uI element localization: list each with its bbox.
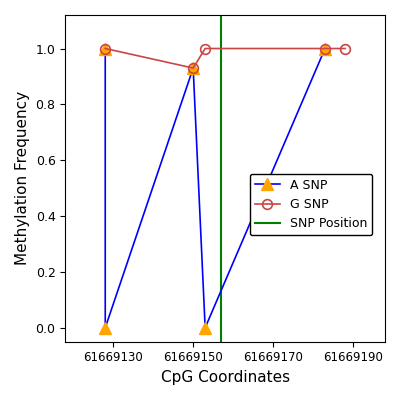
A SNP xyxy=(103,46,108,51)
Line: A SNP: A SNP xyxy=(99,42,331,334)
G SNP xyxy=(323,46,328,51)
G SNP xyxy=(191,66,196,70)
G SNP xyxy=(343,46,348,51)
G SNP xyxy=(103,46,108,51)
Y-axis label: Methylation Frequency: Methylation Frequency xyxy=(15,91,30,266)
A SNP xyxy=(191,66,196,70)
A SNP xyxy=(103,325,108,330)
Legend: A SNP, G SNP, SNP Position: A SNP, G SNP, SNP Position xyxy=(250,174,372,235)
G SNP xyxy=(203,46,208,51)
A SNP xyxy=(323,46,328,51)
Line: G SNP: G SNP xyxy=(100,44,350,73)
A SNP xyxy=(203,325,208,330)
X-axis label: CpG Coordinates: CpG Coordinates xyxy=(160,370,290,385)
